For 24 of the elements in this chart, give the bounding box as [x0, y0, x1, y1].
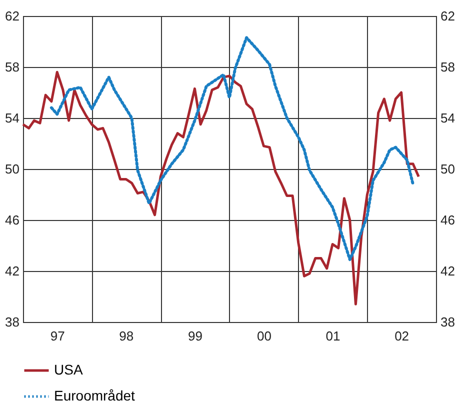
y2-tick-label: 54	[440, 110, 455, 126]
y2-tick-label: 58	[440, 60, 455, 74]
y-tick-label: 62	[5, 8, 20, 24]
y-tick-label: 58	[5, 60, 20, 74]
y2-tick-label: 62	[440, 8, 455, 24]
x-tick-label: 98	[119, 328, 134, 344]
x-tick-label: 99	[188, 328, 202, 344]
y-tick-label: 42	[5, 264, 20, 278]
legend-label: Euroområdet	[54, 388, 136, 404]
x-tick-label: 00	[256, 328, 272, 344]
y-tick-label: 38	[5, 314, 20, 330]
y-tick-label: 46	[5, 212, 20, 228]
y2-tick-label: 50	[440, 162, 455, 176]
legend-label: USA	[54, 362, 84, 378]
y-tick-label: 50	[5, 162, 20, 176]
y2-tick-label: 46	[440, 212, 455, 228]
x-tick-label: 01	[326, 328, 340, 344]
y2-tick-label: 42	[440, 264, 455, 278]
line-series	[50, 36, 415, 262]
y2-tick-label: 38	[440, 314, 455, 330]
x-tick-label: 02	[394, 328, 410, 344]
line-series	[22, 70, 420, 306]
x-tick-label: 97	[50, 328, 65, 344]
y-tick-label: 54	[5, 110, 20, 126]
